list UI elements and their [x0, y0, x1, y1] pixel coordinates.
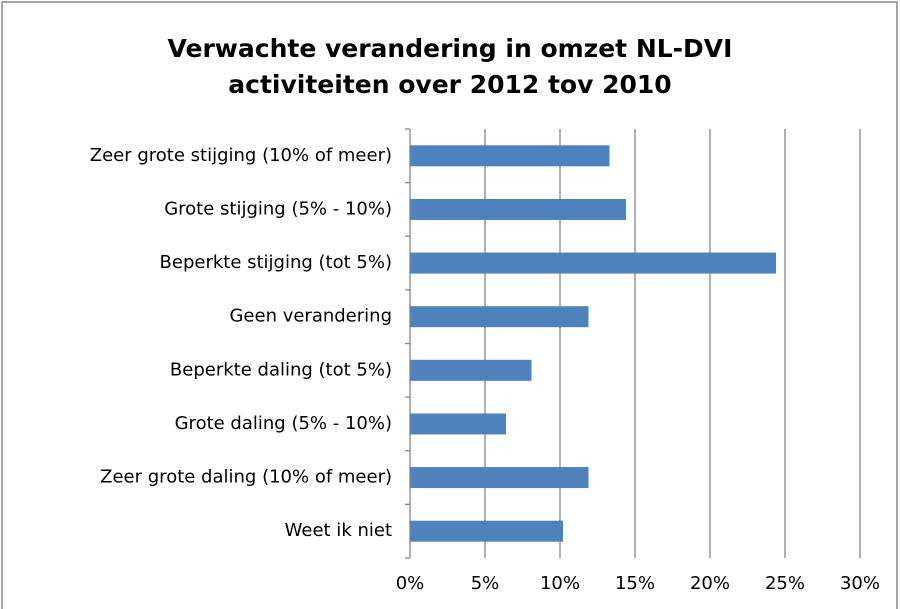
x-tick-label: 20%	[690, 573, 730, 594]
bar	[410, 520, 563, 542]
bar	[410, 306, 589, 328]
chart-title: activiteiten over 2012 tov 2010	[228, 70, 671, 99]
y-tick-label: Beperkte stijging (tot 5%)	[160, 252, 392, 273]
y-tick-label: Zeer grote daling (10% of meer)	[100, 467, 392, 488]
x-tick-label: 5%	[471, 573, 500, 594]
x-tick-label: 10%	[540, 573, 580, 594]
y-tick-label: Grote stijging (5% - 10%)	[164, 198, 392, 219]
bar	[410, 359, 532, 381]
bar	[410, 467, 589, 489]
chart-title: Verwachte verandering in omzet NL-DVI	[168, 34, 733, 63]
bar	[410, 252, 776, 274]
y-tick-label: Geen verandering	[229, 306, 392, 327]
x-tick-label: 15%	[615, 573, 655, 594]
x-tick-label: 30%	[840, 573, 880, 594]
y-tick-label: Weet ik niet	[285, 520, 392, 541]
bar	[410, 145, 610, 167]
bar	[410, 413, 506, 435]
x-tick-label: 25%	[765, 573, 805, 594]
bar	[410, 198, 626, 220]
y-tick-label: Beperkte daling (tot 5%)	[170, 359, 392, 380]
x-tick-label: 0%	[396, 573, 425, 594]
y-tick-label: Grote daling (5% - 10%)	[175, 413, 392, 434]
y-tick-label: Zeer grote stijging (10% of meer)	[90, 145, 392, 166]
